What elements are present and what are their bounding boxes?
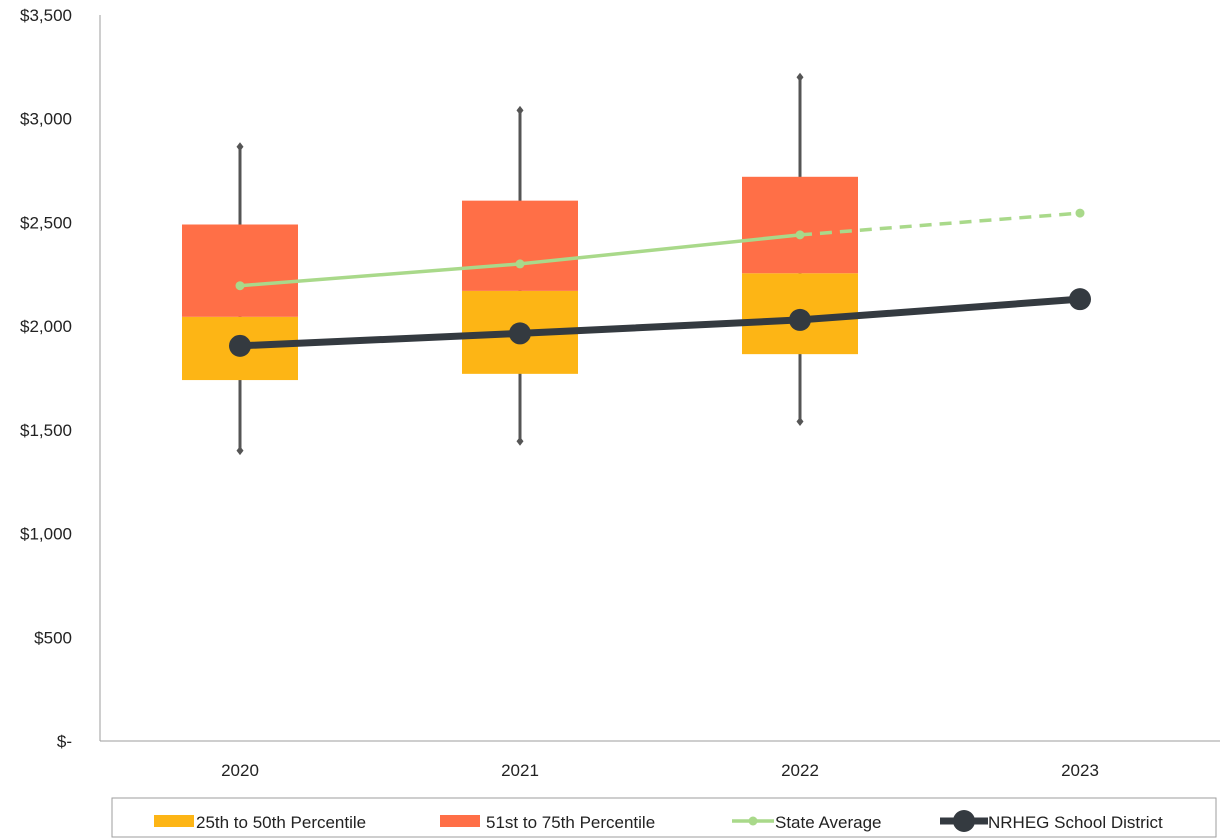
series-state-average [235,208,1085,291]
legend-label: 25th to 50th Percentile [196,813,366,832]
x-tick-label: 2023 [1061,761,1099,780]
y-axis-ticks: $- $500 $1,000 $1,500 $2,000 $2,500 $3,000 $3,5… [20,6,72,751]
legend-marker [953,810,975,832]
x-tick-label: 2022 [781,761,819,780]
legend-swatch [440,815,480,827]
whisker-max-marker [516,105,524,115]
legend-swatch [154,815,194,827]
series-lines [229,208,1091,357]
legend-box [111,797,1217,838]
y-tick-label: $- [57,732,72,751]
x-tick-label: 2021 [501,761,539,780]
legend-item: 25th to 50th Percentile [154,813,366,832]
y-tick-label: $3,500 [20,6,72,25]
y-tick-label: $1,500 [20,421,72,440]
legend: 25th to 50th Percentile 51st to 75th Perc… [111,797,1217,838]
box-plot-2022 [742,72,858,427]
district-point [229,334,251,357]
legend-label: NRHEG School District [988,813,1163,832]
whisker-min-marker [236,446,244,456]
whisker-min-marker [796,417,804,427]
y-tick-label: $3,000 [20,110,72,129]
state-average-point [1075,208,1085,218]
y-tick-label: $2,000 [20,317,72,336]
state-average-point [235,281,245,291]
state-average-point [795,230,805,240]
district-point [509,322,531,345]
legend-marker [748,816,758,826]
legend-label: State Average [775,813,882,832]
y-tick-label: $1,000 [20,525,72,544]
legend-item: NRHEG School District [940,810,1163,832]
axes [99,15,1220,742]
y-tick-label: $500 [34,628,72,647]
district-point [789,308,811,331]
x-tick-label: 2020 [221,761,259,780]
legend-item: 51st to 75th Percentile [440,813,655,832]
state-average-point [515,259,525,269]
box-upper-51-75 [742,176,858,274]
box-plot-2021 [462,105,578,446]
box-upper-51-75 [182,224,298,317]
y-tick-label: $2,500 [20,213,72,232]
box-upper-51-75 [462,200,578,291]
series-district [229,288,1091,357]
whisker-max-marker [236,142,244,152]
district-point [1069,288,1091,311]
state-average-projection-line [799,211,1081,237]
whisker-min-marker [516,436,524,446]
legend-item: State Average [732,813,882,832]
whisker-max-marker [796,72,804,82]
box-plot-2020 [182,142,298,456]
legend-label: 51st to 75th Percentile [486,813,655,832]
x-axis-ticks: 2020 2021 2022 2023 [221,761,1099,780]
district-line [239,295,1081,350]
